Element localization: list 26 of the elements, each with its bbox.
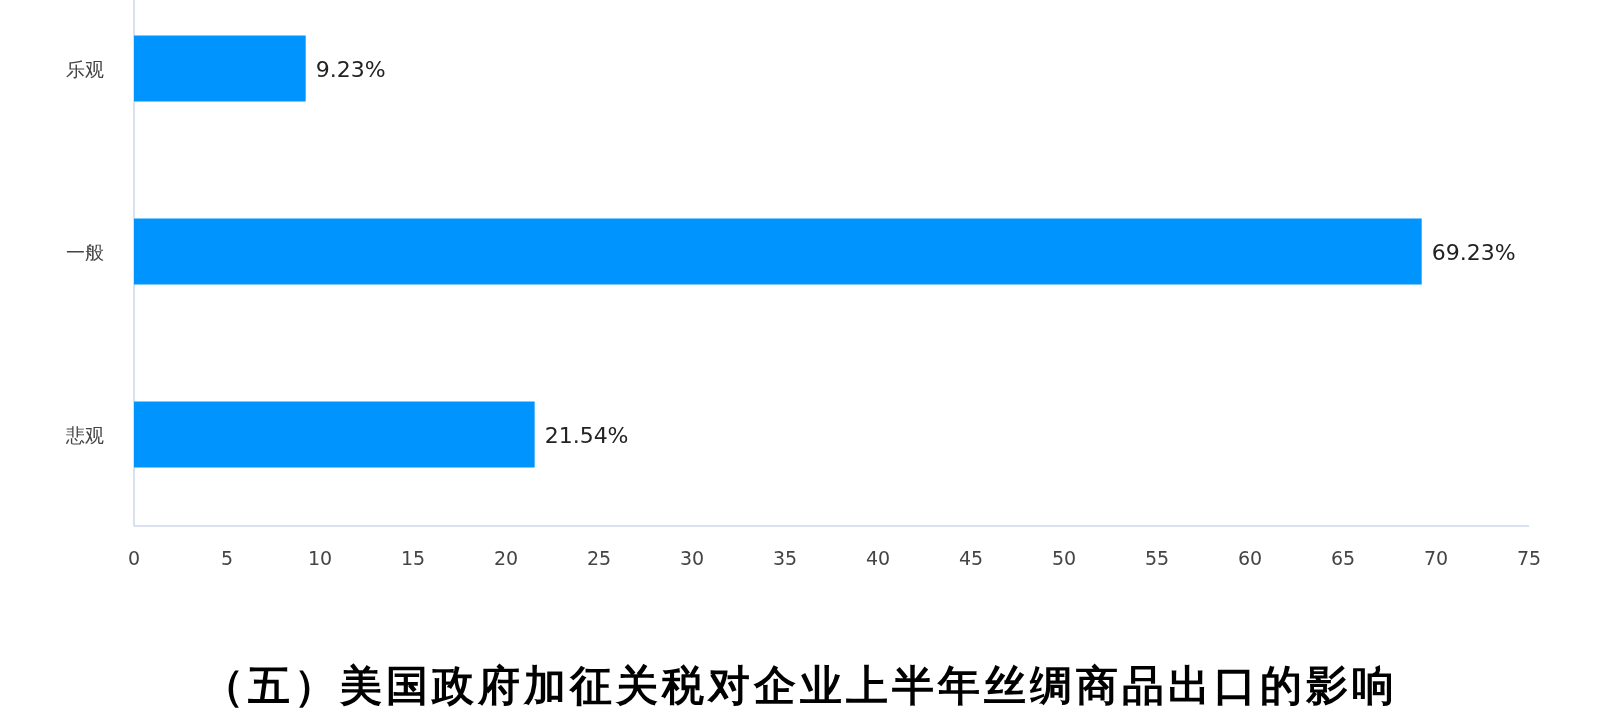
bar: [134, 401, 535, 468]
x-tick-label: 70: [1423, 547, 1449, 569]
x-tick-label: 35: [772, 547, 798, 569]
x-tick-label: 0: [127, 547, 141, 569]
data-label: 21.54%: [544, 422, 629, 448]
x-tick-label: 75: [1516, 547, 1542, 569]
x-tick-label: 60: [1237, 547, 1263, 569]
text: （五）美国政府加征关税对企业上半年丝绸商品出口的影响: [202, 661, 1398, 710]
x-tick-label: 20: [493, 547, 519, 569]
y-tick-label: 一般: [66, 240, 104, 263]
x-tick-label: 5: [220, 547, 234, 569]
x-tick-label: 10: [307, 547, 333, 569]
x-tick-label: 30: [679, 547, 705, 569]
data-label: 69.23%: [1431, 239, 1516, 265]
x-tick-label: 15: [400, 547, 426, 569]
x-tick-label: 50: [1051, 547, 1077, 569]
bar: [134, 35, 306, 102]
x-tick-label: 25: [586, 547, 612, 569]
x-tick-label: 40: [865, 547, 891, 569]
x-tick-label: 45: [958, 547, 984, 569]
bar: [134, 218, 1422, 285]
y-tick-label: 悲观: [65, 423, 104, 446]
x-tick-label: 65: [1330, 547, 1356, 569]
x-tick-label: 55: [1144, 547, 1170, 569]
y-tick-label: 乐观: [66, 57, 104, 80]
data-label: 9.23%: [315, 56, 386, 82]
